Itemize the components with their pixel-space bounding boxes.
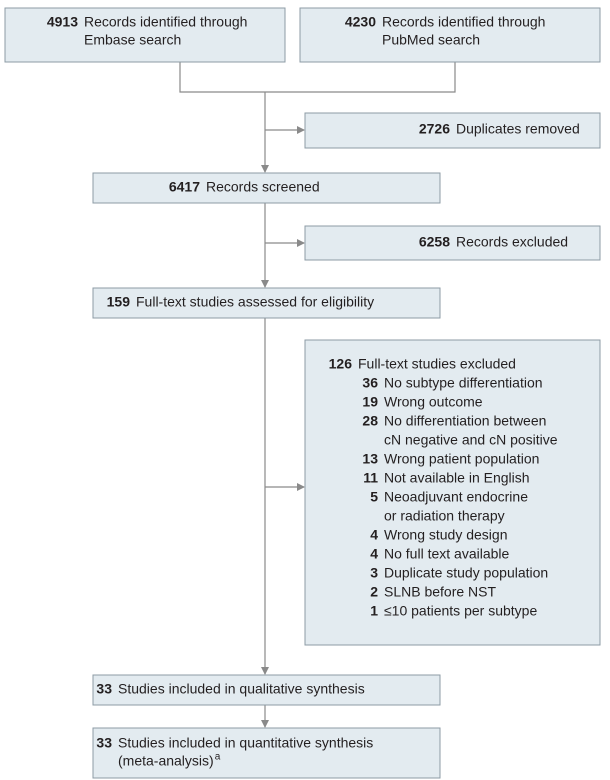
label: Full-text studies assessed for eligibili… xyxy=(136,294,374,310)
count: 126 xyxy=(329,356,353,372)
reason-label: No full text available xyxy=(384,546,510,562)
count: 4913 xyxy=(47,14,78,30)
reason-label: Duplicate study population xyxy=(384,565,548,581)
reason-label: cN negative and cN positive xyxy=(384,432,558,448)
reason-label: SLNB before NST xyxy=(384,584,496,600)
reason-label: Wrong patient population xyxy=(384,451,539,467)
count: 4230 xyxy=(345,14,376,30)
label: Records identified through xyxy=(84,14,247,30)
reason-count: 5 xyxy=(370,489,378,505)
count: 33 xyxy=(96,681,112,697)
box xyxy=(92,172,441,204)
count: 33 xyxy=(96,735,112,751)
box xyxy=(92,674,441,706)
reason-count: 28 xyxy=(362,413,378,429)
count: 159 xyxy=(107,294,131,310)
label: (meta-analysis) xyxy=(118,753,214,769)
reason-label: No subtype differentiation xyxy=(384,375,543,391)
reason-label: or radiation therapy xyxy=(384,508,505,524)
label: PubMed search xyxy=(382,32,480,48)
count: 6417 xyxy=(169,179,200,195)
reason-label: Not available in English xyxy=(384,470,530,486)
label: Full-text studies excluded xyxy=(358,356,516,372)
label: Duplicates removed xyxy=(456,121,580,137)
reason-count: 11 xyxy=(363,470,378,486)
box xyxy=(4,7,286,63)
reason-count: 19 xyxy=(362,394,378,410)
label: Records excluded xyxy=(456,234,568,250)
box xyxy=(92,727,441,779)
label: Records screened xyxy=(206,179,320,195)
reason-count: 4 xyxy=(370,546,378,562)
label: Embase search xyxy=(84,32,181,48)
label: Records identified through xyxy=(382,14,545,30)
reason-count: 3 xyxy=(370,565,378,581)
count: 6258 xyxy=(419,234,450,250)
reason-count: 2 xyxy=(370,584,378,600)
count: 2726 xyxy=(419,121,450,137)
box xyxy=(92,287,441,319)
merge-line xyxy=(179,62,456,93)
box xyxy=(304,225,601,261)
reason-label: No differentiation between xyxy=(384,413,546,429)
connectors xyxy=(179,62,456,728)
reason-count: 13 xyxy=(362,451,378,467)
reason-label: Wrong outcome xyxy=(384,394,483,410)
label: Studies included in quantitative synthes… xyxy=(118,735,373,751)
reason-count: 36 xyxy=(362,375,378,391)
box xyxy=(299,7,601,63)
label: Studies included in qualitative synthesi… xyxy=(118,681,365,697)
box xyxy=(304,112,601,149)
reason-count: 4 xyxy=(370,527,378,543)
reason-label: ≤10 patients per subtype xyxy=(384,603,537,619)
reason-label: Wrong study design xyxy=(384,527,507,543)
footnote-marker: a xyxy=(215,752,221,763)
box xyxy=(304,339,601,646)
reason-count: 1 xyxy=(370,603,378,619)
reason-label: Neoadjuvant endocrine xyxy=(384,489,528,505)
